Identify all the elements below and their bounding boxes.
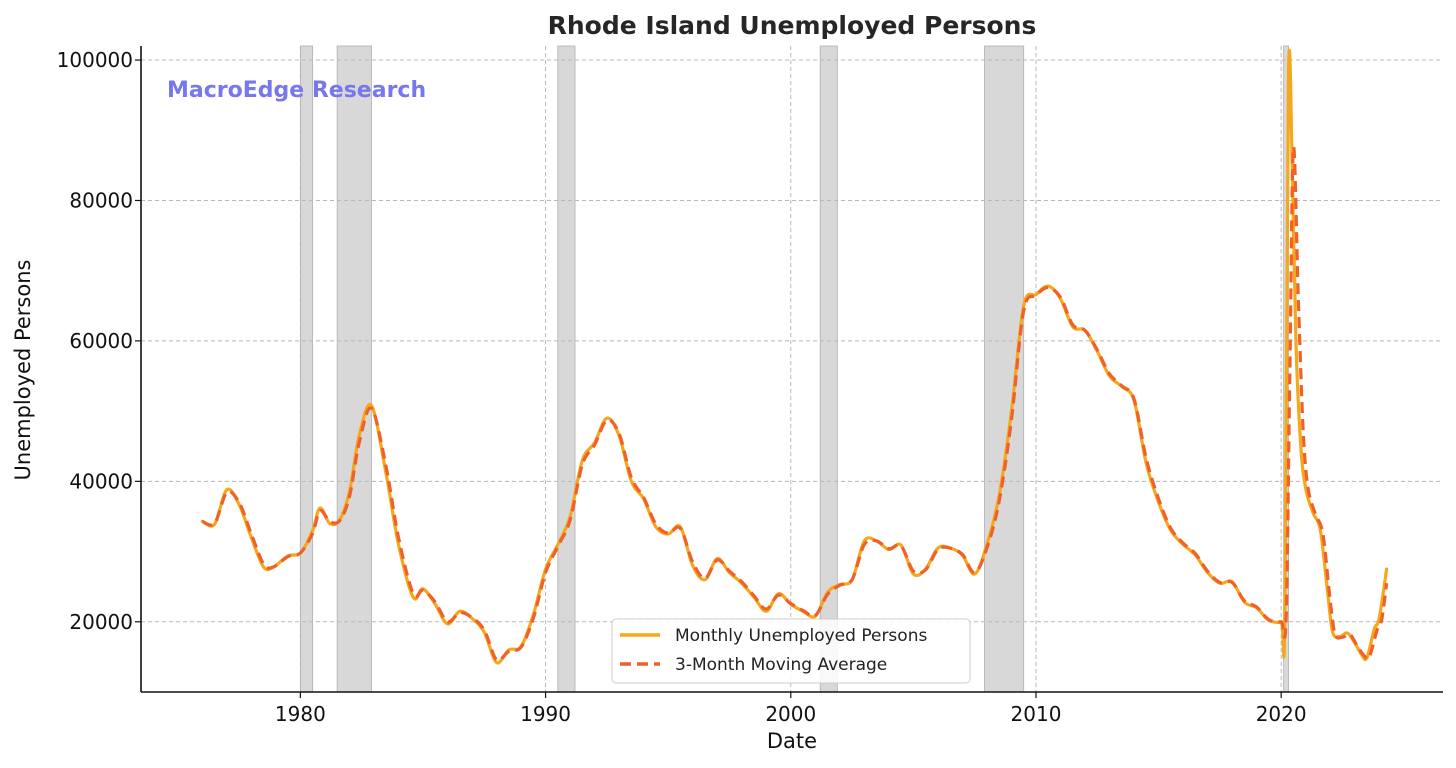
y-tick-label: 20000 [69,610,133,634]
x-tick-label: 1990 [520,702,571,726]
y-axis-title: Unemployed Persons [11,260,35,481]
recession-band [299,45,314,693]
tick-labels: 1980 1990 2000 2010 2020 20000 40000 60000 80000… [57,48,1307,726]
x-tick-label: 2000 [765,702,816,726]
legend-box [611,618,971,684]
y-tick-label: 40000 [69,469,133,493]
axes [140,46,1443,693]
legend: Monthly Unemployed Persons 3-Month Movin… [611,618,971,684]
x-tick-label: 2010 [1011,702,1062,726]
x-tick-label: 1980 [275,702,326,726]
x-tick-label: 2020 [1256,702,1307,726]
grid-lines [141,46,1443,692]
chart-title: Rhode Island Unemployed Persons [548,11,1037,40]
y-tick-label: 80000 [69,188,133,212]
y-tick-label: 60000 [69,329,133,353]
recession-band [557,45,576,693]
recession-bands [299,45,1289,693]
x-axis-title: Date [767,729,817,753]
watermark: MacroEdge Research [167,78,426,103]
series-lines [200,48,1389,665]
series-line-moving-average [201,145,1389,663]
legend-label-moving-average: 3-Month Moving Average [675,655,887,675]
recession-band [984,45,1025,693]
legend-label-monthly: Monthly Unemployed Persons [675,626,927,646]
recession-band [336,45,372,693]
y-tick-label: 100000 [57,48,133,72]
